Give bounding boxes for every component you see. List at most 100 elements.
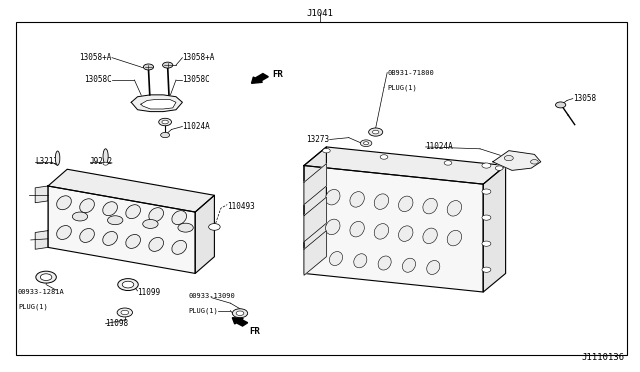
Polygon shape (195, 195, 214, 273)
Circle shape (323, 148, 330, 153)
Polygon shape (304, 147, 506, 184)
Text: FR: FR (250, 327, 260, 336)
Polygon shape (304, 197, 326, 242)
Ellipse shape (103, 149, 108, 164)
Ellipse shape (103, 162, 108, 165)
Text: 110493: 110493 (227, 202, 255, 211)
Ellipse shape (378, 256, 391, 270)
Ellipse shape (374, 224, 388, 239)
Ellipse shape (57, 225, 71, 240)
Polygon shape (48, 169, 214, 212)
Ellipse shape (149, 237, 163, 251)
Text: 00933-13090: 00933-13090 (189, 293, 236, 299)
Polygon shape (304, 164, 326, 205)
Polygon shape (35, 231, 48, 249)
Circle shape (482, 241, 491, 246)
Circle shape (143, 64, 154, 70)
Text: 00933-1281A: 00933-1281A (18, 289, 65, 295)
Circle shape (209, 224, 220, 230)
Text: 13058: 13058 (573, 94, 596, 103)
Circle shape (121, 310, 129, 315)
Polygon shape (35, 186, 48, 203)
Polygon shape (304, 147, 326, 273)
Circle shape (482, 163, 491, 168)
Circle shape (504, 155, 513, 161)
Ellipse shape (103, 231, 117, 246)
Ellipse shape (447, 201, 461, 216)
Circle shape (495, 166, 503, 170)
Ellipse shape (350, 221, 364, 237)
Ellipse shape (126, 205, 140, 219)
Circle shape (482, 189, 491, 194)
Polygon shape (483, 166, 506, 292)
Text: 13058+A: 13058+A (182, 53, 215, 62)
Bar (16, 22, 627, 355)
Text: 13058C: 13058C (182, 76, 210, 84)
Ellipse shape (403, 258, 415, 272)
Circle shape (364, 142, 369, 145)
Circle shape (531, 160, 538, 164)
Ellipse shape (354, 254, 367, 268)
Text: 0B931-71800: 0B931-71800 (387, 70, 434, 76)
Text: FR: FR (272, 70, 283, 79)
Circle shape (236, 311, 244, 315)
Circle shape (360, 140, 372, 147)
Text: 13058C: 13058C (84, 76, 112, 84)
Ellipse shape (55, 151, 60, 165)
Polygon shape (131, 95, 182, 112)
Polygon shape (304, 166, 483, 292)
Text: J9212: J9212 (90, 157, 113, 166)
Ellipse shape (149, 208, 163, 222)
Ellipse shape (126, 234, 140, 248)
Ellipse shape (80, 199, 94, 213)
Text: 11024A: 11024A (426, 142, 453, 151)
FancyArrow shape (252, 74, 268, 83)
Polygon shape (48, 186, 195, 273)
Circle shape (36, 271, 56, 283)
Ellipse shape (172, 240, 186, 254)
FancyArrow shape (232, 318, 248, 326)
Circle shape (444, 161, 452, 165)
Circle shape (117, 308, 132, 317)
Circle shape (556, 102, 566, 108)
Text: J1110136: J1110136 (581, 353, 624, 362)
Text: PLUG(1): PLUG(1) (189, 307, 218, 314)
Ellipse shape (447, 230, 461, 246)
Circle shape (163, 62, 173, 68)
Ellipse shape (399, 196, 413, 212)
Polygon shape (304, 231, 326, 275)
Ellipse shape (374, 194, 388, 209)
Text: 11099: 11099 (138, 288, 161, 296)
Circle shape (482, 215, 491, 220)
Ellipse shape (80, 228, 94, 243)
Circle shape (72, 212, 88, 221)
Text: PLUG(1): PLUG(1) (387, 84, 417, 91)
Polygon shape (493, 151, 541, 170)
Text: L3213: L3213 (35, 157, 58, 166)
Circle shape (161, 132, 170, 138)
Circle shape (369, 128, 383, 136)
Ellipse shape (57, 196, 71, 210)
Ellipse shape (423, 228, 437, 244)
Circle shape (380, 155, 388, 159)
Text: 11024A: 11024A (182, 122, 210, 131)
Ellipse shape (427, 260, 440, 275)
Circle shape (482, 267, 491, 272)
Circle shape (232, 309, 248, 318)
Circle shape (122, 281, 134, 288)
Circle shape (118, 279, 138, 291)
Circle shape (178, 223, 193, 232)
Polygon shape (141, 99, 176, 109)
Circle shape (159, 118, 172, 126)
Ellipse shape (423, 198, 437, 214)
Circle shape (108, 216, 123, 225)
Text: PLUG(1): PLUG(1) (18, 304, 47, 310)
Text: J1041: J1041 (307, 9, 333, 17)
Ellipse shape (172, 211, 186, 225)
Ellipse shape (350, 192, 364, 207)
Ellipse shape (326, 189, 340, 205)
Text: 13273: 13273 (307, 135, 330, 144)
Text: 13058+A: 13058+A (79, 53, 112, 62)
Circle shape (162, 120, 168, 124)
Ellipse shape (326, 219, 340, 235)
